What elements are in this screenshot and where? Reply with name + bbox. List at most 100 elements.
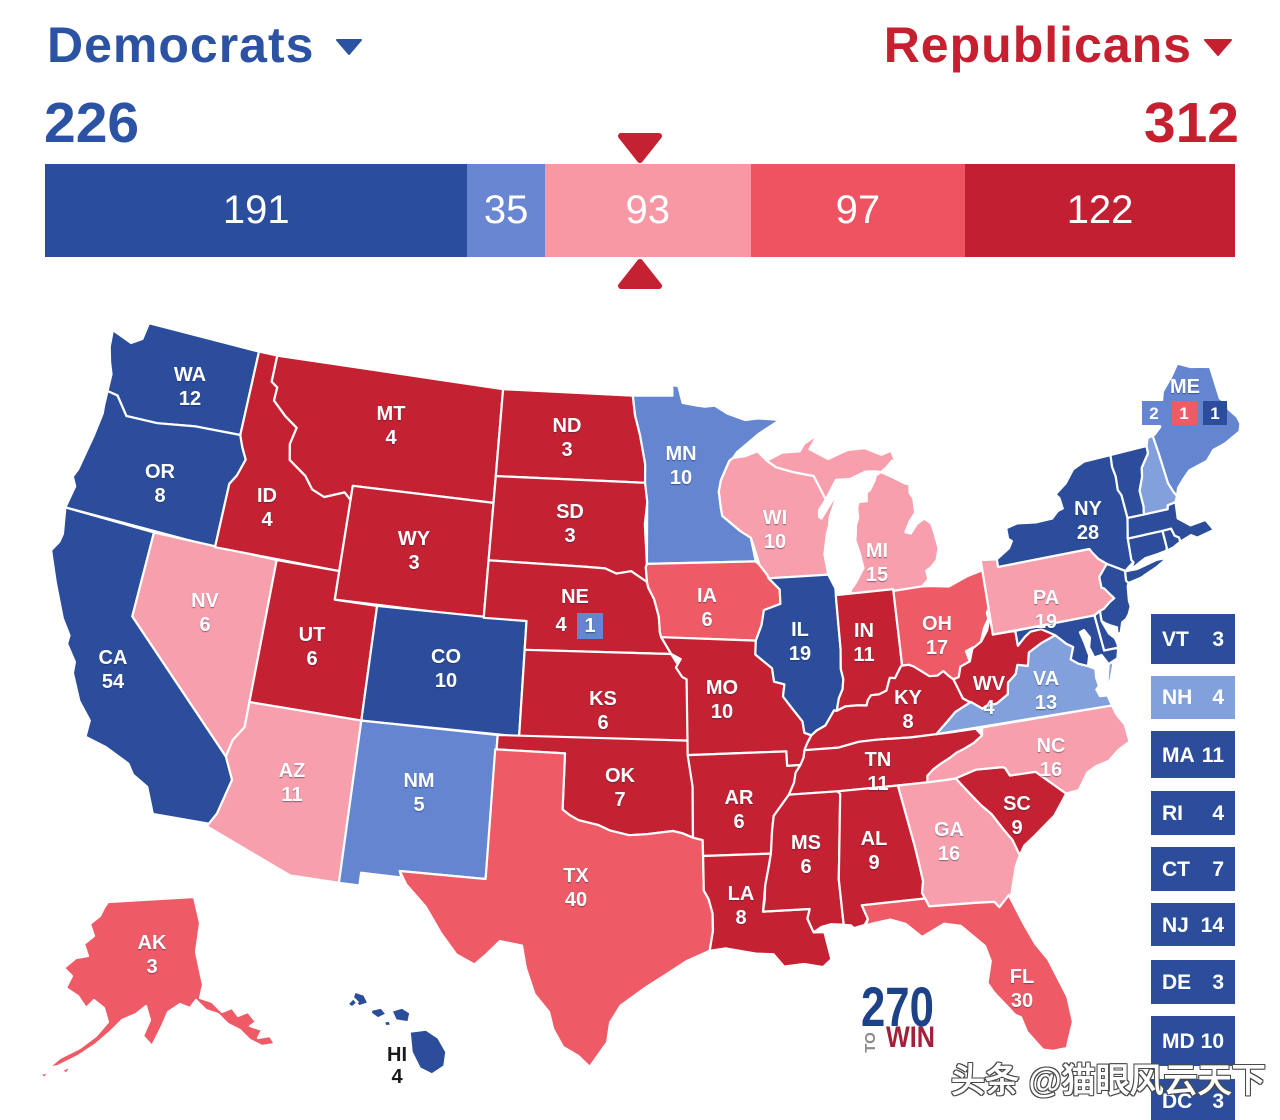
svg-text:6: 6 (701, 609, 712, 631)
svg-text:NJ: NJ (1162, 914, 1189, 937)
svg-text:OK: OK (605, 765, 636, 787)
svg-text:NY: NY (1074, 498, 1102, 520)
svg-text:3: 3 (1212, 971, 1224, 994)
svg-text:7: 7 (614, 789, 625, 811)
svg-text:1: 1 (1179, 404, 1188, 423)
svg-text:AZ: AZ (279, 760, 306, 782)
svg-text:HI: HI (387, 1044, 407, 1066)
svg-text:16: 16 (938, 843, 960, 865)
svg-text:AR: AR (725, 787, 754, 809)
svg-text:LA: LA (728, 883, 755, 905)
svg-text:ND: ND (553, 415, 582, 437)
svg-text:WV: WV (973, 673, 1006, 695)
svg-text:11: 11 (281, 784, 302, 806)
svg-text:VT: VT (1162, 628, 1189, 651)
svg-text:3: 3 (561, 439, 572, 461)
svg-text:19: 19 (789, 643, 811, 665)
svg-text:NC: NC (1037, 735, 1066, 757)
svg-text:8: 8 (902, 711, 913, 733)
svg-text:WA: WA (174, 364, 206, 386)
svg-text:15: 15 (866, 564, 888, 586)
svg-text:NE: NE (561, 586, 589, 608)
svg-text:MT: MT (377, 403, 406, 425)
svg-text:3: 3 (1212, 1090, 1224, 1113)
svg-text:10: 10 (764, 531, 786, 553)
svg-text:4: 4 (555, 614, 567, 636)
svg-text:7: 7 (1212, 858, 1224, 881)
svg-text:3: 3 (1212, 628, 1224, 651)
svg-text:2: 2 (1149, 404, 1158, 423)
svg-text:CT: CT (1162, 858, 1190, 881)
svg-text:6: 6 (597, 712, 608, 734)
svg-text:1: 1 (584, 615, 595, 637)
svg-text:8: 8 (735, 907, 746, 929)
svg-text:NV: NV (191, 590, 219, 612)
svg-text:MN: MN (665, 443, 696, 465)
svg-text:9: 9 (868, 852, 879, 874)
svg-text:13: 13 (1035, 692, 1057, 714)
svg-text:4: 4 (1212, 802, 1224, 825)
svg-text:VA: VA (1033, 668, 1059, 690)
svg-text:6: 6 (199, 614, 210, 636)
svg-text:DE: DE (1162, 971, 1191, 994)
svg-text:6: 6 (733, 811, 744, 833)
svg-text:FL: FL (1010, 966, 1034, 988)
svg-text:11: 11 (1202, 744, 1225, 767)
svg-text:IN: IN (854, 620, 874, 642)
svg-text:KS: KS (589, 688, 617, 710)
svg-text:KY: KY (894, 687, 922, 709)
svg-text:MI: MI (866, 540, 888, 562)
svg-text:3: 3 (408, 552, 419, 574)
svg-text:CA: CA (99, 647, 128, 669)
svg-text:IA: IA (697, 585, 717, 607)
svg-text:MS: MS (791, 832, 821, 854)
svg-text:30: 30 (1011, 990, 1033, 1012)
svg-text:WY: WY (398, 528, 431, 550)
svg-text:10: 10 (435, 670, 457, 692)
svg-text:AL: AL (861, 828, 888, 850)
svg-text:PA: PA (1033, 587, 1059, 609)
svg-text:14: 14 (1201, 914, 1225, 937)
svg-text:54: 54 (102, 671, 125, 693)
svg-text:NM: NM (403, 770, 434, 792)
svg-text:3: 3 (564, 525, 575, 547)
svg-text:MO: MO (706, 677, 738, 699)
svg-text:3: 3 (146, 956, 157, 978)
svg-text:6: 6 (306, 648, 317, 670)
svg-text:9: 9 (1011, 817, 1022, 839)
svg-text:19: 19 (1035, 611, 1057, 633)
svg-text:SC: SC (1003, 793, 1031, 815)
svg-text:CO: CO (431, 646, 461, 668)
svg-text:16: 16 (1040, 759, 1062, 781)
svg-text:WI: WI (763, 507, 787, 529)
svg-text:MA: MA (1162, 744, 1195, 767)
svg-text:RI: RI (1162, 802, 1183, 825)
svg-text:DC: DC (1162, 1090, 1192, 1113)
svg-text:SD: SD (556, 501, 584, 523)
svg-text:10: 10 (711, 701, 733, 723)
svg-text:40: 40 (565, 889, 587, 911)
svg-text:8: 8 (154, 485, 165, 507)
svg-text:6: 6 (800, 856, 811, 878)
svg-text:4: 4 (983, 697, 995, 719)
svg-text:11: 11 (867, 773, 888, 795)
svg-text:5: 5 (413, 794, 424, 816)
svg-text:IL: IL (791, 619, 809, 641)
svg-text:MD: MD (1162, 1030, 1195, 1053)
svg-text:28: 28 (1077, 522, 1099, 544)
svg-text:NH: NH (1162, 686, 1192, 709)
svg-text:4: 4 (261, 509, 273, 531)
svg-text:4: 4 (391, 1066, 403, 1088)
svg-text:AK: AK (138, 932, 167, 954)
svg-text:OR: OR (145, 461, 176, 483)
svg-text:10: 10 (670, 467, 692, 489)
svg-text:4: 4 (1212, 686, 1224, 709)
svg-text:11: 11 (853, 644, 874, 666)
svg-text:10: 10 (1201, 1030, 1224, 1053)
svg-text:ID: ID (257, 485, 277, 507)
svg-text:12: 12 (179, 388, 201, 410)
svg-text:TX: TX (563, 865, 589, 887)
svg-text:OH: OH (922, 613, 952, 635)
svg-text:ME: ME (1170, 376, 1200, 398)
svg-text:1: 1 (1210, 404, 1219, 423)
